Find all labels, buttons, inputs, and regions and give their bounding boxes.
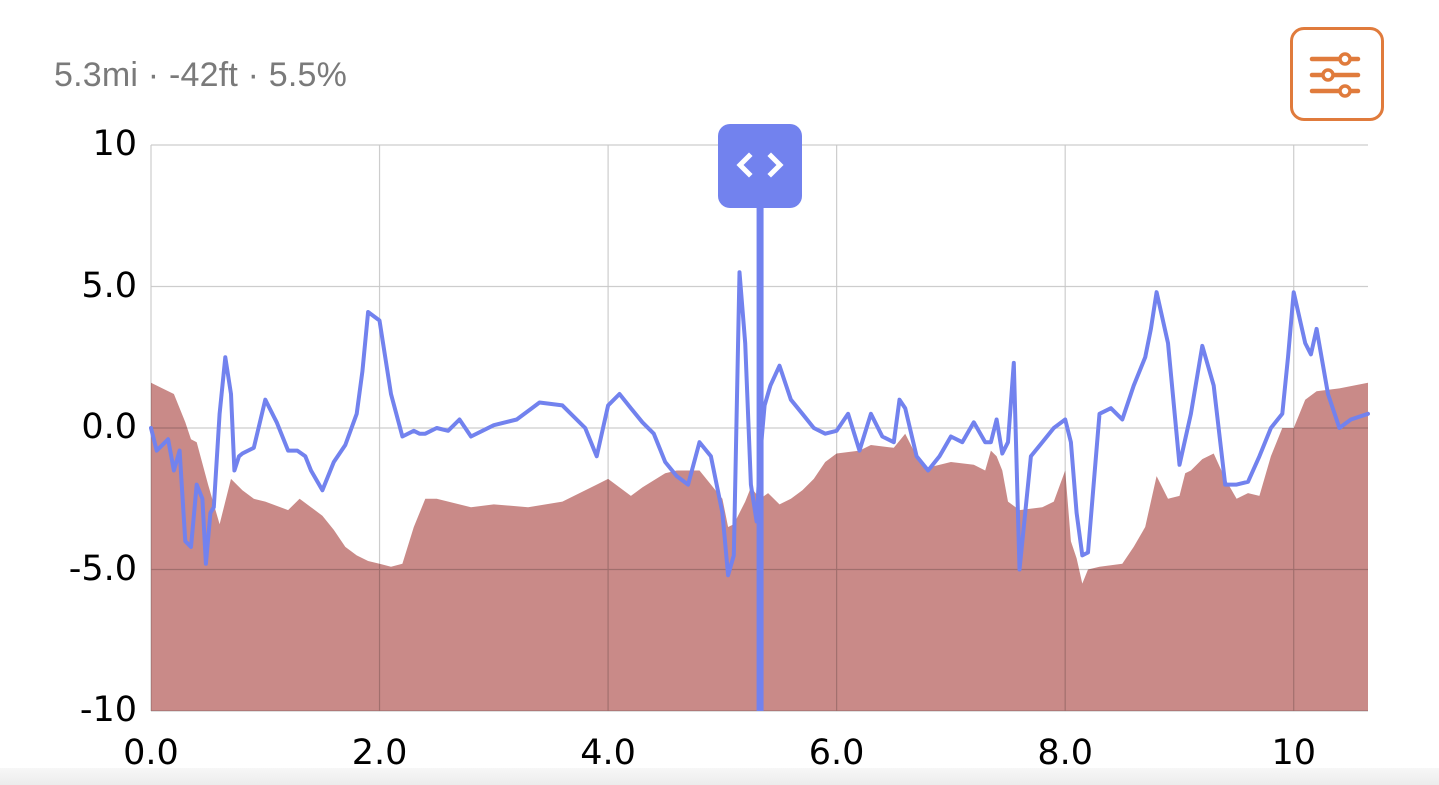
x-tick-label: 10 [1271,733,1316,773]
x-tick-label: 2.0 [351,733,408,773]
x-tick-label: 4.0 [580,733,636,773]
stats-summary: 5.3mi · -42ft · 5.5% [54,56,348,94]
y-tick-label: 10 [92,124,137,164]
y-tick-label: -5.0 [68,548,137,589]
filter-settings-button[interactable] [1290,27,1384,121]
chevron-left-right-icon [736,152,784,178]
y-tick-label: 0.0 [81,407,137,447]
y-tick-label: -10 [79,690,137,730]
bottom-sheet-edge [0,768,1439,785]
x-tick-label: 0.0 [123,733,179,773]
scrubber-handle[interactable] [718,124,803,208]
x-tick-label: 6.0 [808,733,865,773]
y-tick-label: 5.0 [81,265,137,306]
sliders-icon [1309,52,1361,98]
x-tick-label: 8.0 [1037,733,1093,773]
